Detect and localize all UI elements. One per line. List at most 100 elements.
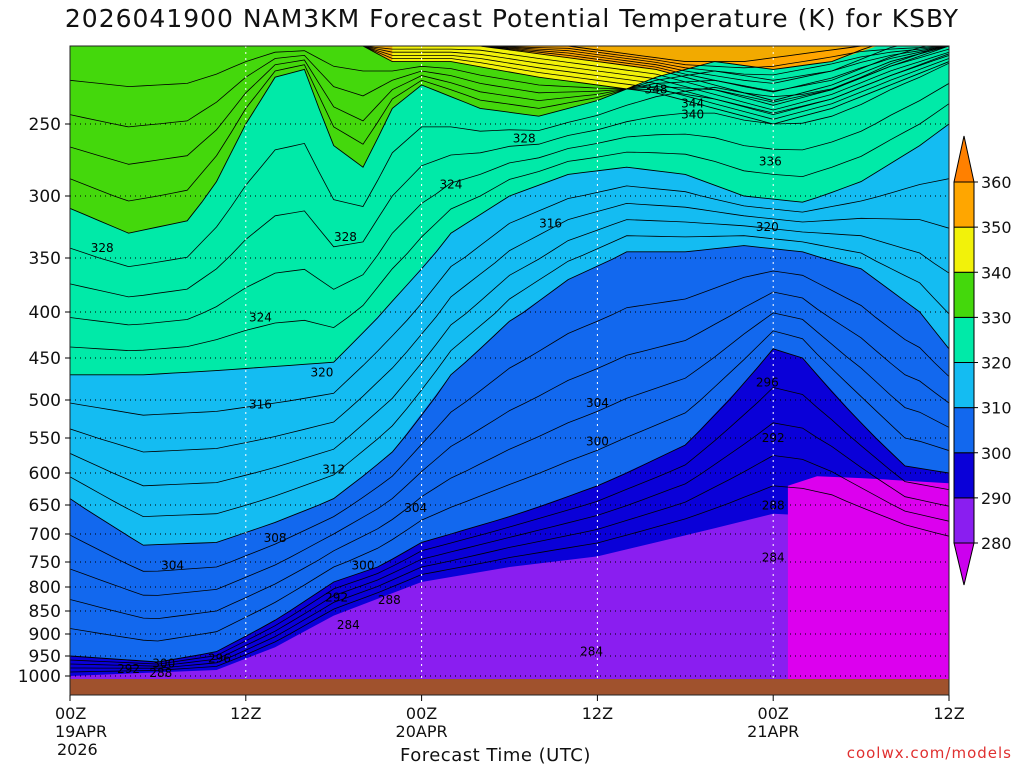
- watermark-link[interactable]: coolwx.com/models: [846, 744, 1012, 762]
- colorbar-label: 290: [981, 489, 1012, 508]
- contour-label: 288: [378, 593, 401, 607]
- colorbar-segment: [953, 497, 975, 544]
- contour-label: 340: [681, 108, 704, 122]
- isentrope-line: [70, 103, 949, 352]
- contour-label: 296: [756, 375, 779, 389]
- y-tick-label: 950: [29, 647, 61, 667]
- contour-label: 284: [762, 551, 785, 565]
- chart-title: 2026041900 NAM3KM Forecast Potential Tem…: [64, 4, 960, 33]
- colorbar-segment: [953, 271, 975, 318]
- contour-label: 304: [586, 396, 609, 410]
- contour-label: 292: [325, 591, 348, 605]
- isentrope-line: [70, 270, 949, 572]
- potential-temperature-fill: [70, 46, 949, 679]
- isentrope-line: [70, 46, 900, 202]
- contour-label: 284: [337, 618, 360, 632]
- y-tick-label: 350: [29, 249, 61, 269]
- colorbar-segment: [953, 452, 975, 499]
- x-tick-label: 00Z: [406, 704, 437, 723]
- contour-label: 324: [439, 177, 462, 191]
- y-tick-label: 850: [29, 602, 61, 622]
- isentrope-line: [70, 46, 949, 84]
- y-tick-label: 750: [29, 553, 61, 573]
- isentrope-line: [70, 46, 949, 93]
- colorbar-label: 350: [981, 218, 1012, 237]
- isentrope-line: [70, 46, 949, 106]
- x-tick-date: 19APR: [55, 722, 107, 741]
- x-tick-label: 00Z: [758, 704, 789, 723]
- isentrope-line: [70, 62, 949, 298]
- contour-label: 328: [334, 230, 357, 244]
- isentrope-line: [70, 83, 949, 326]
- contour-label: 304: [161, 559, 184, 573]
- colorbar: 280 290 300 310 320 330 340 350 360: [953, 135, 1012, 586]
- contour-label: 292: [762, 431, 785, 445]
- isentrope-line: [70, 219, 949, 487]
- contour-label: 316: [249, 398, 272, 412]
- contour-label: 288: [149, 666, 172, 680]
- band-280-290: [70, 513, 949, 679]
- isentrope-line: [70, 291, 949, 596]
- isentrope-line: [70, 46, 949, 111]
- contour-label: 300: [352, 559, 375, 573]
- y-tick-label: 700: [29, 525, 61, 545]
- plot-frame: [69, 45, 950, 696]
- colorbar-label: 280: [981, 534, 1012, 553]
- contour-label: 292: [117, 662, 140, 676]
- contour-label: 296: [208, 651, 231, 665]
- isentrope-line: [70, 178, 949, 416]
- colorbar-label: 330: [981, 308, 1012, 327]
- contour-label: 312: [322, 463, 345, 477]
- colorbar-label: 360: [981, 173, 1012, 192]
- y-tick-label: 900: [29, 625, 61, 645]
- contour-label: 336: [759, 154, 782, 168]
- colorbar-over: [953, 135, 975, 183]
- contour-label: 308: [264, 531, 287, 545]
- isentrope-line: [70, 312, 949, 620]
- contour-label: 328: [91, 241, 114, 255]
- y-tick-label: 250: [29, 115, 61, 135]
- y-tick-label: 800: [29, 578, 61, 598]
- colorbar-label: 310: [981, 399, 1012, 418]
- colorbar-under: [953, 542, 975, 586]
- x-tick-date: 21APR: [747, 722, 799, 741]
- isentrope-line: [70, 245, 949, 546]
- contour-label: 284: [580, 645, 603, 659]
- contour-label: 320: [311, 365, 334, 379]
- isentrope-line: [70, 46, 949, 69]
- y-tick-label: 400: [29, 303, 61, 323]
- y-tick-label: 550: [29, 429, 61, 449]
- isentrope-line: [70, 348, 949, 663]
- contour-label: 328: [513, 131, 536, 145]
- isentrope-line: [70, 422, 949, 667]
- x-tick-label: 00Z: [55, 704, 86, 723]
- x-tick-label: 12Z: [933, 704, 964, 723]
- x-tick-label: 12Z: [582, 704, 613, 723]
- contour-label: 344: [681, 97, 704, 111]
- isentrope-line: [70, 386, 949, 665]
- contour-label: 300: [586, 435, 609, 449]
- isentrope-line: [70, 46, 949, 120]
- x-tick-year: 2026: [57, 740, 98, 759]
- x-tick-label: 12Z: [230, 704, 261, 723]
- x-axis-label: Forecast Time (UTC): [400, 745, 591, 766]
- isentrope-line: [70, 46, 945, 268]
- isentrope-line: [70, 46, 874, 234]
- y-tick-label: 600: [29, 464, 61, 484]
- contour-label: 324: [249, 311, 272, 325]
- colorbar-segment: [953, 226, 975, 273]
- colorbar-segment: [953, 181, 975, 228]
- isentrope-line: [70, 455, 949, 669]
- isentrope-line: [70, 46, 949, 76]
- colorbar-segment: [953, 316, 975, 363]
- contour-label: 348: [645, 83, 668, 97]
- isentrope-line: [70, 235, 949, 518]
- contour-label: 300: [152, 657, 175, 671]
- isentrope-line: [70, 46, 949, 128]
- y-tick-label: 1000: [18, 667, 61, 687]
- y-tick-label: 650: [29, 496, 61, 516]
- ground-surface: [70, 679, 949, 695]
